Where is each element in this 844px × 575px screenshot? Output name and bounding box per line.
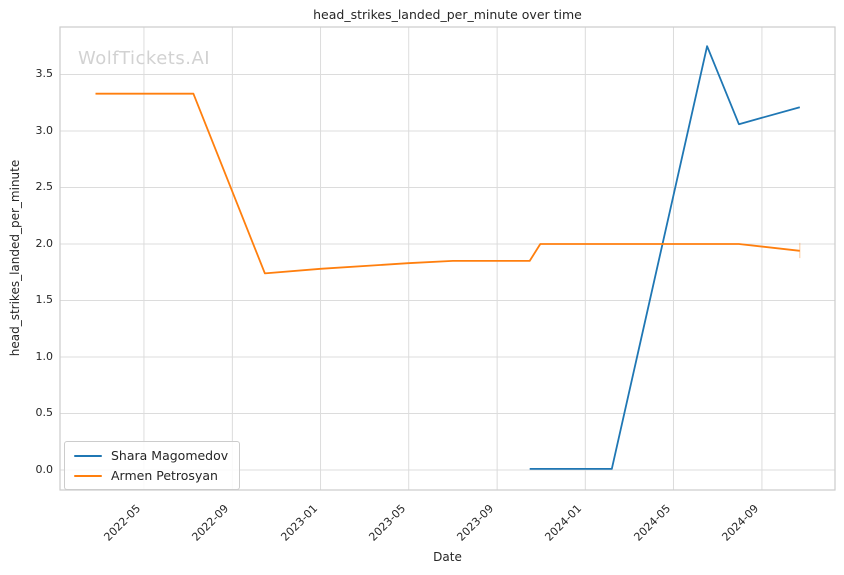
y-tick-label: 1.5: [35, 293, 54, 307]
legend-item-armen-petrosyan: Armen Petrosyan: [74, 468, 228, 483]
legend-label: Armen Petrosyan: [111, 468, 218, 483]
legend-line-swatch-blue: [74, 454, 102, 457]
chart-title: head_strikes_landed_per_minute over time: [313, 7, 582, 22]
y-tick-label: 0.5: [35, 406, 54, 420]
y-tick-label: 2.0: [35, 236, 54, 250]
y-tick-label: 1.0: [35, 349, 54, 363]
axes-spines: [59, 26, 836, 491]
y-tick-label: 3.5: [35, 67, 54, 81]
watermark-text: WolfTickets.AI: [78, 48, 211, 69]
legend-item-shara-magomedov: Shara Magomedov: [74, 448, 228, 463]
legend: Shara Magomedov Armen Petrosyan: [64, 441, 241, 490]
x-axis-label: Date: [433, 550, 462, 564]
y-tick-label: 0.0: [35, 462, 54, 476]
y-tick-label: 3.0: [35, 123, 54, 137]
y-axis-label: head_strikes_landed_per_minute: [8, 159, 22, 357]
legend-line-swatch-orange: [74, 474, 102, 477]
series-line-shara-magomedov: [529, 45, 801, 470]
series-line-armen-petrosyan: [95, 92, 800, 275]
legend-label: Shara Magomedov: [111, 448, 229, 463]
y-tick-label: 2.5: [35, 180, 54, 194]
